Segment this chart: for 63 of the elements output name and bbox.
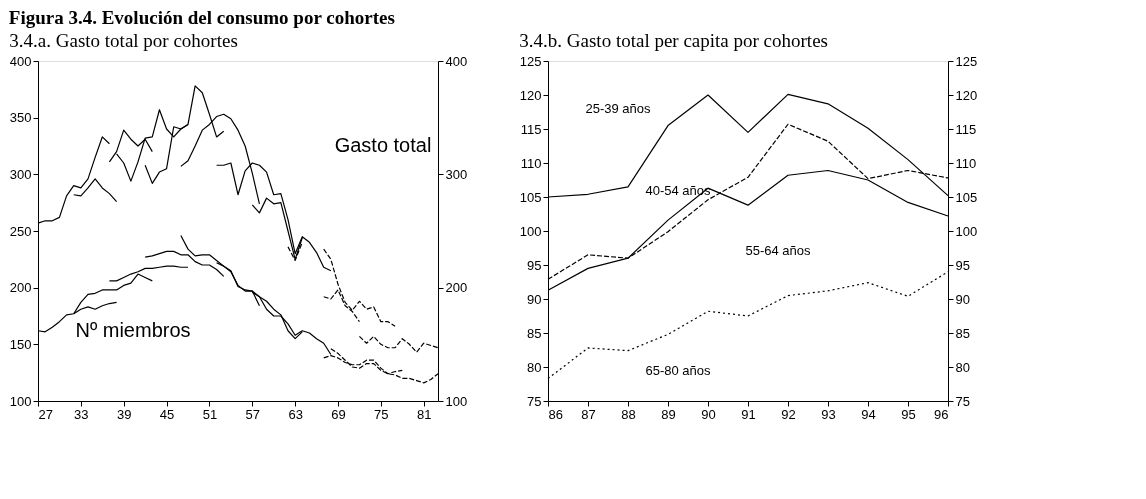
annotation: Nº miembros [75,319,191,341]
y-tick-label: 80 [527,359,542,375]
x-tick-label: 75 [374,406,389,422]
y-tick-label: 100 [9,393,32,409]
x-tick-label: 95 [901,406,916,422]
x-tick-label: 57 [245,406,261,422]
y-tick-label: 120 [519,87,542,103]
y2-tick-label: 75 [955,393,970,409]
series-label: 65-80 años [645,363,712,378]
y2-tick-label: 100 [445,393,468,409]
series-label: 25-39 años [585,101,652,116]
y2-tick-label: 200 [445,280,468,296]
x-tick-label: 96 [934,406,949,422]
y2-tick-label: 120 [955,87,978,103]
x-tick-label: 81 [416,406,432,422]
y-tick-label: 95 [527,257,542,273]
y-tick-label: 300 [9,166,32,182]
x-tick-label: 63 [288,406,303,422]
x-tick-label: 93 [821,406,836,422]
y2-tick-label: 115 [955,121,977,137]
x-tick-label: 89 [661,406,676,422]
x-tick-label: 91 [741,406,756,422]
y-tick-label: 200 [9,280,32,296]
y2-tick-label: 90 [955,291,970,307]
series-label: 40-54 años [645,183,712,198]
y2-tick-label: 400 [445,53,468,69]
chart-title: Figura 3.4. Evolución del consumo por cohortes [8,6,395,28]
x-tick-label: 92 [781,406,796,422]
x-tick-label: 88 [621,406,636,422]
y2-tick-label: 300 [445,166,468,182]
y-tick-label: 100 [519,223,542,239]
x-tick-label: 94 [861,406,876,422]
y2-tick-label: 80 [955,359,970,375]
x-tick-label: 51 [202,406,218,422]
y2-tick-label: 95 [955,257,970,273]
y-tick-label: 75 [527,393,542,409]
y-tick-label: 115 [520,121,542,137]
y-tick-label: 105 [519,189,542,205]
y-tick-label: 400 [9,53,32,69]
y-tick-label: 85 [527,325,542,341]
x-tick-label: 86 [548,406,563,422]
x-tick-label: 45 [159,406,175,422]
y2-tick-label: 110 [955,155,977,171]
y-tick-label: 350 [9,110,32,126]
annotation: Gasto total [334,134,432,156]
chart-subtitle: 3.4.a. Gasto total por cohortes [9,30,238,51]
x-tick-label: 39 [116,406,132,422]
y-tick-label: 110 [520,155,542,171]
x-tick-label: 33 [74,406,89,422]
y-tick-label: 90 [527,291,542,307]
x-tick-label: 69 [331,406,346,422]
chart-title: 3.4.b. Gasto total per capita por cohortes [519,30,828,51]
x-tick-label: 90 [701,406,716,422]
y2-tick-label: 85 [955,325,970,341]
y-tick-label: 125 [519,53,542,69]
y-tick-label: 250 [9,223,32,239]
x-tick-label: 27 [38,406,53,422]
y2-tick-label: 125 [955,53,978,69]
y2-tick-label: 100 [955,223,978,239]
y2-tick-label: 105 [955,189,978,205]
y-tick-label: 150 [9,336,32,352]
text: 55-64 años [745,243,812,258]
x-tick-label: 87 [581,406,596,422]
